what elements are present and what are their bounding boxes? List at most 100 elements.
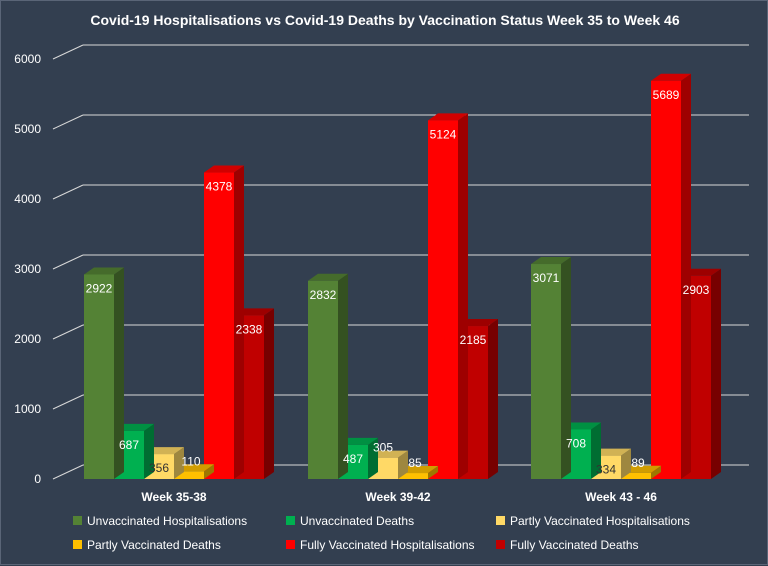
y-tick-label: 5000 <box>14 122 41 136</box>
data-label: 89 <box>631 456 645 470</box>
bar-side <box>174 447 184 479</box>
bar <box>531 257 571 479</box>
data-label: 334 <box>596 463 616 477</box>
bar-side <box>561 257 571 479</box>
legend-swatch <box>73 540 82 549</box>
bar-front <box>84 274 114 479</box>
x-axis-categories: Week 35-38 Week 39-42 Week 43 - 46 <box>141 490 657 504</box>
chart-title: Covid-19 Hospitalisations vs Covid-19 De… <box>90 12 679 28</box>
data-labels: 2922 687 356 110 4378 2338 2832 487 305 85 5124 218… <box>86 88 710 477</box>
data-label: 2922 <box>86 281 113 295</box>
y-tick-label: 3000 <box>14 262 41 276</box>
bar-side <box>651 465 661 479</box>
bar-side <box>458 113 468 479</box>
bar-side <box>488 319 498 479</box>
data-label: 85 <box>408 456 422 470</box>
x-category-label: Week 39-42 <box>365 490 430 504</box>
data-label: 487 <box>343 452 363 466</box>
legend-label: Fully Vaccinated Deaths <box>510 538 639 552</box>
y-tick-label: 4000 <box>14 192 41 206</box>
legend: Unvaccinated Hospitalisations Unvaccinate… <box>73 514 690 552</box>
bar-side <box>681 73 691 480</box>
data-label: 2832 <box>310 288 337 302</box>
legend-label: Partly Vaccinated Hospitalisations <box>510 514 690 528</box>
bar <box>308 273 348 479</box>
bar-top <box>308 273 348 281</box>
bar-side <box>114 267 124 479</box>
data-label: 687 <box>119 438 139 452</box>
bar <box>651 73 691 480</box>
bar-side <box>338 273 348 479</box>
x-category-label: Week 35-38 <box>141 490 206 504</box>
data-label: 110 <box>181 454 200 468</box>
bar-side <box>234 165 244 480</box>
legend-swatch <box>496 516 505 525</box>
bar-front <box>651 80 681 480</box>
data-label: 4378 <box>206 180 233 194</box>
gridline-diag <box>52 184 84 200</box>
data-label: 708 <box>566 436 586 450</box>
gridline-diag <box>52 394 84 410</box>
gridline-diag <box>52 114 84 130</box>
gridline-diag <box>52 254 84 270</box>
bar-side <box>264 308 274 479</box>
gridlines <box>52 44 749 480</box>
bar <box>84 267 124 479</box>
x-category-label: Week 43 - 46 <box>585 490 657 504</box>
legend-label: Partly Vaccinated Deaths <box>87 538 221 552</box>
bar-top <box>428 113 468 121</box>
data-label: 2185 <box>460 333 487 347</box>
bar-front <box>174 471 204 479</box>
bar-front <box>428 120 458 479</box>
bar-top <box>204 165 244 173</box>
y-tick-label: 6000 <box>14 52 41 66</box>
legend-swatch <box>286 516 295 525</box>
bar-top <box>531 257 571 265</box>
data-label: 5124 <box>430 127 457 141</box>
bar-side <box>144 423 154 479</box>
y-axis-ticks: 0 1000 2000 3000 4000 5000 6000 <box>14 52 41 486</box>
bar-side <box>204 464 214 479</box>
legend-label: Unvaccinated Hospitalisations <box>87 514 247 528</box>
data-label: 356 <box>149 461 169 475</box>
legend-swatch <box>73 516 82 525</box>
gridline-diag <box>52 44 84 60</box>
data-label: 3071 <box>533 271 560 285</box>
bar-front <box>531 264 561 479</box>
data-label: 2903 <box>683 283 710 297</box>
legend-label: Unvaccinated Deaths <box>300 514 414 528</box>
bar-top <box>651 73 691 81</box>
bar-side <box>428 466 438 479</box>
bar-front <box>308 280 338 479</box>
y-tick-label: 2000 <box>14 332 41 346</box>
bar-front <box>621 472 651 479</box>
bar <box>428 113 468 479</box>
bar-front <box>204 172 234 480</box>
data-label: 305 <box>373 441 393 455</box>
legend-item: Unvaccinated Deaths <box>286 514 414 528</box>
legend-item: Fully Vaccinated Hospitalisations <box>286 538 475 552</box>
legend-swatch <box>286 540 295 549</box>
legend-item: Partly Vaccinated Hospitalisations <box>496 514 690 528</box>
legend-label: Fully Vaccinated Hospitalisations <box>300 538 475 552</box>
bar-side <box>398 450 408 479</box>
bar-side <box>621 448 631 479</box>
legend-swatch <box>496 540 505 549</box>
bar-side <box>591 422 601 479</box>
bar-front <box>398 473 428 479</box>
data-label: 2338 <box>236 322 263 336</box>
gridline-diag <box>52 324 84 340</box>
y-tick-label: 1000 <box>14 402 41 416</box>
y-tick-label: 0 <box>34 472 41 486</box>
bar-side <box>368 437 378 479</box>
bar-top <box>84 267 124 275</box>
legend-item: Fully Vaccinated Deaths <box>496 538 639 552</box>
legend-item: Unvaccinated Hospitalisations <box>73 514 247 528</box>
bar-side <box>711 268 721 479</box>
data-label: 5689 <box>653 88 680 102</box>
legend-item: Partly Vaccinated Deaths <box>73 538 221 552</box>
bars <box>84 73 721 480</box>
bar <box>204 165 244 480</box>
